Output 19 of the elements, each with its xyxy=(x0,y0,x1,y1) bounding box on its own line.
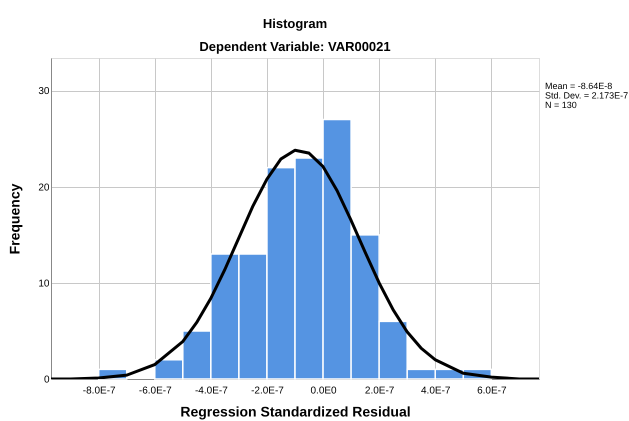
x-tick-label: 6.0E-7 xyxy=(477,386,507,396)
x-tick-label: -2.0E-7 xyxy=(251,386,284,396)
text: Std. Dev. = 2.173E-7 xyxy=(545,90,628,100)
x-tick-label: -8.0E-7 xyxy=(82,386,116,396)
x-tick-label: 0.0E0 xyxy=(310,386,338,396)
y-tick-label: 20 xyxy=(38,182,50,194)
text: Mean = -8.64E-8 xyxy=(545,81,612,91)
x-tick-label: 2.0E-7 xyxy=(364,386,395,396)
y-tick-label: 0 xyxy=(44,374,50,386)
x-tick-label: -4.0E-7 xyxy=(194,386,228,396)
x-axis-title: Regression Standardized Residual xyxy=(180,404,411,420)
x-tick-label: -6.0E-7 xyxy=(138,386,172,396)
chart-title: Histogram xyxy=(262,16,328,31)
chart-subtitle: Dependent Variable: VAR00021 xyxy=(199,39,391,54)
x-tick-label: 4.0E-7 xyxy=(420,386,451,396)
y-tick-label: 30 xyxy=(38,86,50,98)
y-tick-label: 10 xyxy=(38,278,50,290)
text: N = 130 xyxy=(545,100,577,110)
y-axis-title: Frequency xyxy=(6,183,22,254)
